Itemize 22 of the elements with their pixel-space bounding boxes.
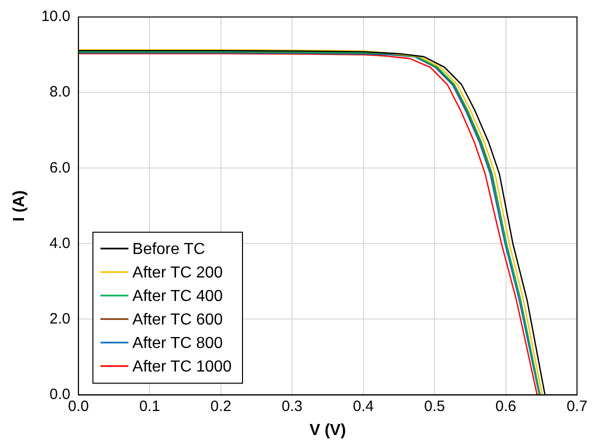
x-tick-label: 0.2	[210, 398, 232, 415]
x-axis-title: V (V)	[309, 422, 346, 439]
y-tick-label: 6.0	[50, 159, 70, 176]
legend-label: After TC 400	[132, 288, 223, 305]
y-tick-label: 8.0	[50, 84, 70, 101]
y-tick-label: 0.0	[50, 386, 70, 403]
legend-label: Before TC	[132, 240, 206, 258]
y-tick-label: 2.0	[50, 310, 70, 328]
legend-label: After TC 600	[132, 311, 223, 328]
y-tick-label: 10.0	[41, 8, 70, 26]
y-axis-title: I (A)	[11, 190, 28, 222]
y-tick-label: 4.0	[50, 234, 70, 252]
x-tick-label: 0.0	[68, 398, 89, 415]
legend-label: After TC 1000	[132, 358, 232, 376]
legend-label: After TC 800	[132, 334, 223, 352]
x-tick-label: 0.1	[139, 398, 160, 415]
x-tick-label: 0.5	[424, 398, 445, 415]
x-tick-label: 0.6	[495, 398, 516, 415]
x-tick-label: 0.3	[282, 398, 303, 415]
x-tick-label: 0.7	[566, 398, 588, 415]
legend-label: After TC 200	[132, 264, 223, 282]
x-tick-label: 0.4	[352, 398, 374, 415]
